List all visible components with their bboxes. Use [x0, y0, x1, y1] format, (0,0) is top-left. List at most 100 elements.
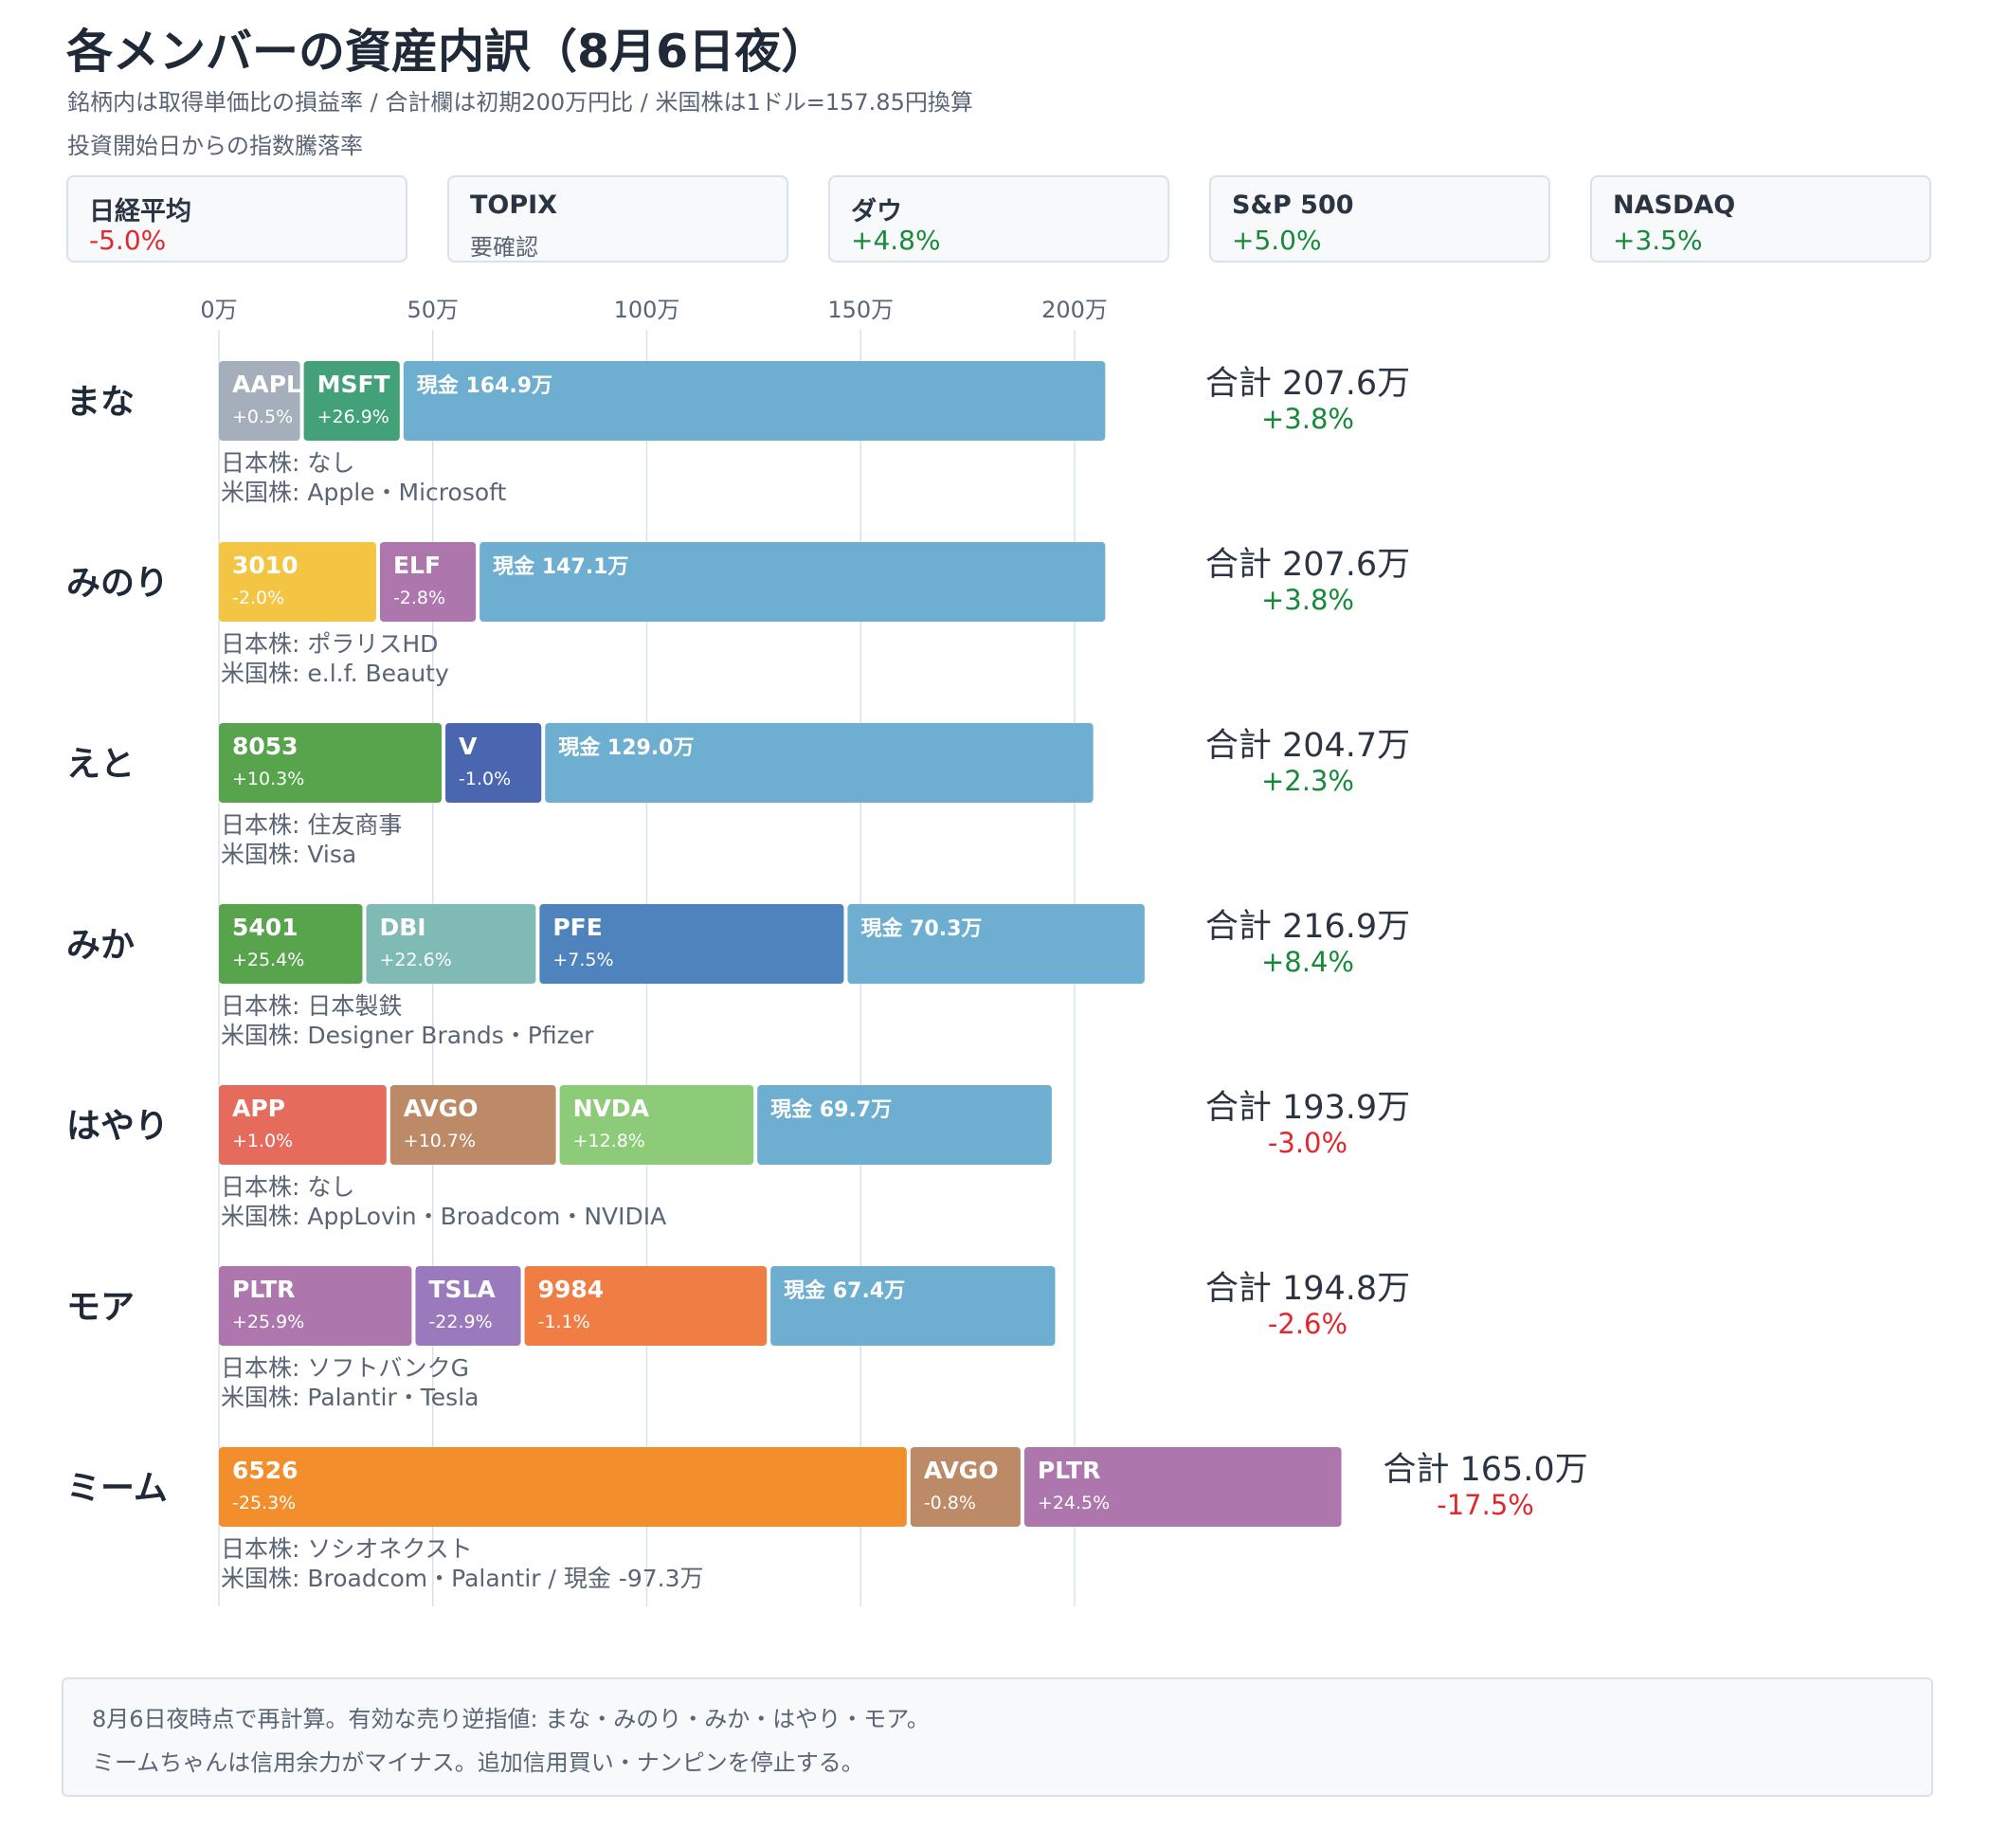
bar-segment	[219, 904, 363, 984]
bar-segment	[445, 723, 542, 803]
x-tick-label: 100万	[614, 297, 680, 323]
member-total-pct: +2.3%	[1261, 765, 1354, 797]
segment-label: DBI	[380, 914, 426, 941]
bar-segment	[219, 1266, 412, 1346]
member-total-label: 合計 207.6万	[1205, 365, 1410, 403]
member-name: みのり	[66, 564, 169, 603]
member-name: まな	[66, 383, 135, 422]
segment-pct-label: -25.3%	[232, 1493, 296, 1513]
member-total-label: 合計 204.7万	[1205, 727, 1410, 765]
index-card-sp500: S&P 500 +5.0%	[1209, 175, 1550, 263]
index-name: ダウ	[851, 197, 902, 226]
segment-label: 現金 164.9万	[417, 373, 552, 398]
bar-segment	[379, 542, 477, 622]
page-title: 各メンバーの資産内訳（8月6日夜）	[66, 25, 828, 79]
index-card-dow: ダウ +4.8%	[828, 175, 1169, 263]
member-total-pct: +3.8%	[1261, 403, 1354, 435]
holdings-jp-line: 日本株: なし	[221, 449, 354, 477]
segment-label: PLTR	[232, 1276, 295, 1303]
segment-label: 8053	[232, 733, 298, 760]
segment-pct-label: -0.8%	[924, 1493, 976, 1513]
segment-pct-label: +25.9%	[232, 1312, 304, 1332]
member-total-pct: +3.8%	[1261, 584, 1354, 616]
segment-label: 現金 147.1万	[493, 554, 628, 579]
segment-pct-label: +24.5%	[1038, 1493, 1110, 1513]
holdings-us-line: 米国株: Designer Brands・Pfizer	[221, 1022, 594, 1049]
segment-label: MSFT	[317, 371, 390, 398]
bar-segment	[910, 1447, 1021, 1527]
segment-label: 9984	[538, 1276, 605, 1303]
index-card-nasdaq: NASDAQ +3.5%	[1590, 175, 1931, 263]
segment-pct-label: +26.9%	[317, 407, 389, 427]
holdings-us-line: 米国株: Visa	[221, 841, 356, 868]
segment-label: APP	[232, 1095, 285, 1122]
segment-label: 6526	[232, 1457, 298, 1484]
holdings-jp-line: 日本株: ポラリスHD	[221, 630, 438, 658]
segment-label: NVDA	[573, 1095, 650, 1122]
holdings-jp-line: 日本株: ソフトバンクG	[221, 1354, 469, 1382]
segment-pct-label: -1.0%	[459, 769, 511, 789]
bar-segment	[524, 1266, 768, 1346]
segment-pct-label: +0.5%	[232, 407, 293, 427]
segment-pct-label: -2.8%	[393, 588, 445, 608]
bar-segment	[219, 723, 443, 803]
segment-label: 現金 69.7万	[770, 1097, 892, 1122]
note-line: 8月6日夜時点で再計算。有効な売り逆指値: まな・みのり・みか・はやり・モア。	[92, 1706, 930, 1732]
note-line: ミームちゃんは信用余力がマイナス。追加信用買い・ナンピンを停止する。	[92, 1749, 864, 1776]
segment-label: PFE	[552, 914, 602, 941]
index-value: +5.0%	[1232, 225, 1322, 256]
holdings-jp-line: 日本株: 住友商事	[221, 811, 402, 839]
segment-label: ELF	[393, 552, 441, 579]
index-name: 日経平均	[89, 197, 191, 226]
segment-label: AAPL	[232, 371, 301, 398]
member-name: モア	[66, 1288, 135, 1327]
bar-segment	[559, 1085, 754, 1165]
member-total-pct: +8.4%	[1261, 946, 1354, 978]
index-value: 要確認	[470, 234, 538, 261]
index-value: +3.5%	[1613, 225, 1703, 256]
segment-pct-label: -2.0%	[232, 588, 284, 608]
member-name: えと	[66, 745, 135, 784]
bar-segment	[219, 1447, 907, 1527]
member-total-label: 合計 165.0万	[1383, 1451, 1587, 1489]
index-value: +4.8%	[851, 225, 941, 256]
page-subtitle: 銘柄内は取得単価比の損益率 / 合計欄は初期200万円比 / 米国株は1ドル=1…	[67, 89, 973, 116]
segment-pct-label: +22.6%	[380, 950, 452, 970]
segment-label: 3010	[232, 552, 298, 579]
bar-segment	[770, 1266, 1056, 1346]
segment-pct-label: +12.8%	[573, 1131, 645, 1151]
holdings-us-line: 米国株: AppLovin・Broadcom・NVIDIA	[221, 1203, 666, 1230]
segment-label: 5401	[232, 914, 298, 941]
segment-label: V	[459, 733, 478, 760]
index-section-caption: 投資開始日からの指数騰落率	[67, 133, 363, 159]
segment-pct-label: +10.7%	[404, 1131, 476, 1151]
bar-segment	[219, 542, 376, 622]
segment-label: 現金 70.3万	[860, 916, 982, 941]
bar-segment	[757, 1085, 1052, 1165]
bar-segment	[366, 904, 536, 984]
bar-segment	[1023, 1447, 1342, 1527]
x-tick-label: 200万	[1041, 297, 1108, 323]
index-card-topix: TOPIX 要確認	[447, 175, 788, 263]
bar-segment	[219, 361, 300, 441]
member-total-label: 合計 207.6万	[1205, 546, 1410, 584]
segment-pct-label: -22.9%	[428, 1312, 492, 1332]
segment-label: PLTR	[1038, 1457, 1100, 1484]
x-tick-label: 0万	[200, 297, 237, 323]
index-card-nikkei: 日経平均 -5.0%	[66, 175, 407, 263]
holdings-jp-line: 日本株: ソシオネクスト	[221, 1535, 473, 1563]
segment-label: 現金 67.4万	[784, 1278, 905, 1303]
member-name: ミーム	[66, 1469, 168, 1508]
bar-segment	[415, 1266, 521, 1346]
member-total-label: 合計 194.8万	[1205, 1270, 1410, 1308]
member-name: はやり	[66, 1107, 169, 1146]
holdings-us-line: 米国株: Palantir・Tesla	[221, 1384, 479, 1411]
segment-label: 現金 129.0万	[558, 735, 694, 760]
segment-label: AVGO	[404, 1095, 479, 1122]
x-tick-label: 50万	[407, 297, 459, 323]
segment-pct-label: +7.5%	[552, 950, 613, 970]
segment-label: AVGO	[924, 1457, 999, 1484]
index-name: S&P 500	[1232, 190, 1354, 220]
member-total-pct: -17.5%	[1437, 1489, 1534, 1521]
